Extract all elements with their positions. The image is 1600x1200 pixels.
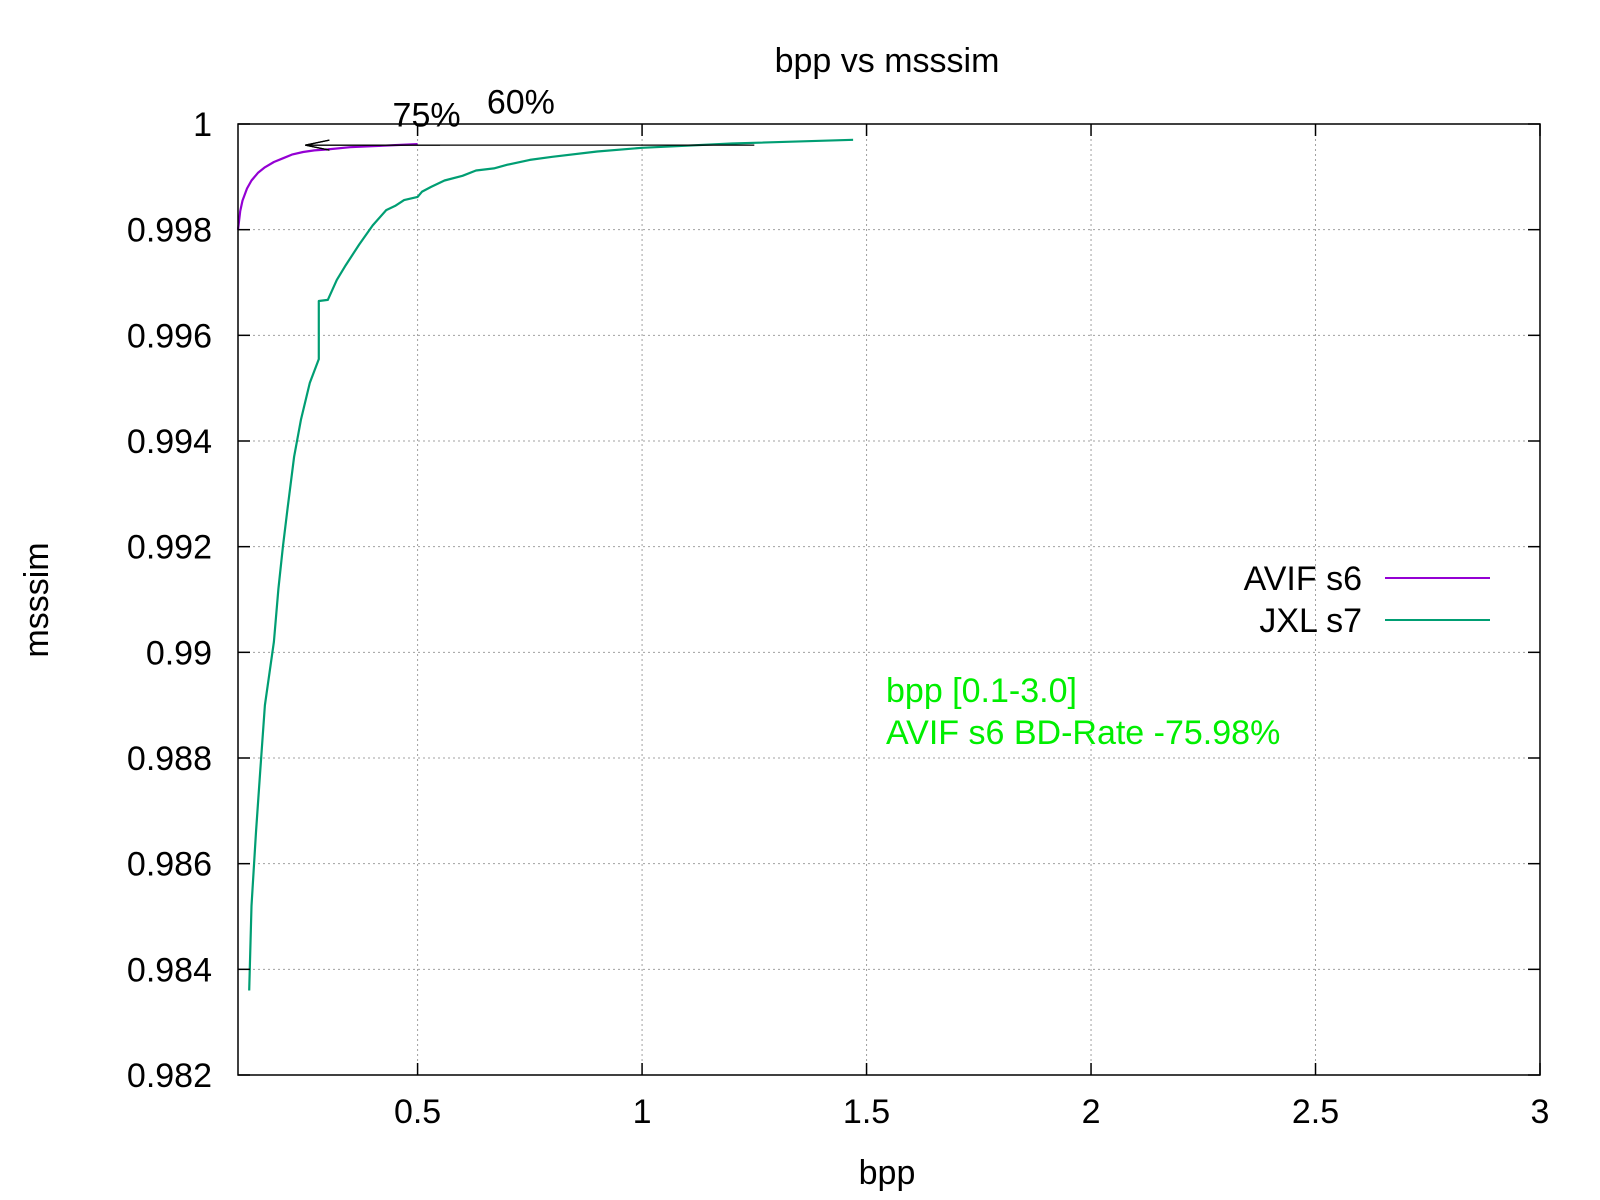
grid-lines bbox=[238, 123, 1541, 1076]
legend-label: AVIF s6 bbox=[1244, 560, 1362, 598]
x-tick-label: 1 bbox=[633, 1093, 652, 1131]
annotation-label: 60% bbox=[487, 83, 555, 121]
y-tick-label: 0.986 bbox=[127, 846, 212, 884]
y-tick-label: 0.998 bbox=[127, 212, 212, 250]
x-tick-label: 0.5 bbox=[394, 1093, 441, 1131]
series-line-avif-s6 bbox=[236, 143, 418, 230]
annotations: 75% 60% bbox=[393, 83, 555, 134]
y-axis-title: msssim bbox=[18, 542, 56, 657]
bd-rate-note: bpp [0.1-3.0] AVIF s6 BD-Rate -75.98% bbox=[886, 672, 1280, 752]
y-tick-label: 0.99 bbox=[146, 634, 212, 672]
y-tick-label: 0.996 bbox=[127, 317, 212, 355]
y-tick-label: 0.988 bbox=[127, 740, 212, 778]
legend: AVIF s6 JXL s7 bbox=[1244, 560, 1490, 640]
y-tick-label: 0.992 bbox=[127, 529, 212, 567]
legend-label: JXL s7 bbox=[1259, 602, 1362, 640]
y-tick-label: 0.982 bbox=[127, 1057, 212, 1095]
arrow-head bbox=[305, 139, 330, 151]
plot-frame bbox=[237, 123, 1541, 1076]
series-layer bbox=[236, 138, 854, 991]
y-tick-labels: 0.982 0.984 0.986 0.988 0.99 0.992 0.994 0.996 0… bbox=[127, 106, 212, 1095]
x-tick-label: 3 bbox=[1531, 1093, 1550, 1131]
annotation-arrows bbox=[305, 139, 755, 151]
x-tick-label: 1.5 bbox=[843, 1093, 890, 1131]
series-line-jxl-s7 bbox=[248, 138, 854, 991]
annotation-label: 75% bbox=[393, 97, 461, 135]
y-tick-label: 0.994 bbox=[127, 423, 212, 461]
tick-marks bbox=[238, 123, 1541, 1076]
note-bpp-range: bpp [0.1-3.0] bbox=[886, 672, 1077, 710]
x-tick-labels: 0.5 1 1.5 2 2.5 3 bbox=[394, 1093, 1550, 1131]
x-tick-label: 2 bbox=[1082, 1093, 1101, 1131]
y-tick-label: 1 bbox=[193, 106, 212, 144]
x-axis-title: bpp bbox=[859, 1154, 916, 1192]
x-tick-label: 2.5 bbox=[1292, 1093, 1339, 1131]
y-tick-label: 0.984 bbox=[127, 951, 212, 989]
chart-title: bpp vs msssim bbox=[775, 42, 1000, 80]
note-bd-rate: AVIF s6 BD-Rate -75.98% bbox=[886, 714, 1280, 752]
